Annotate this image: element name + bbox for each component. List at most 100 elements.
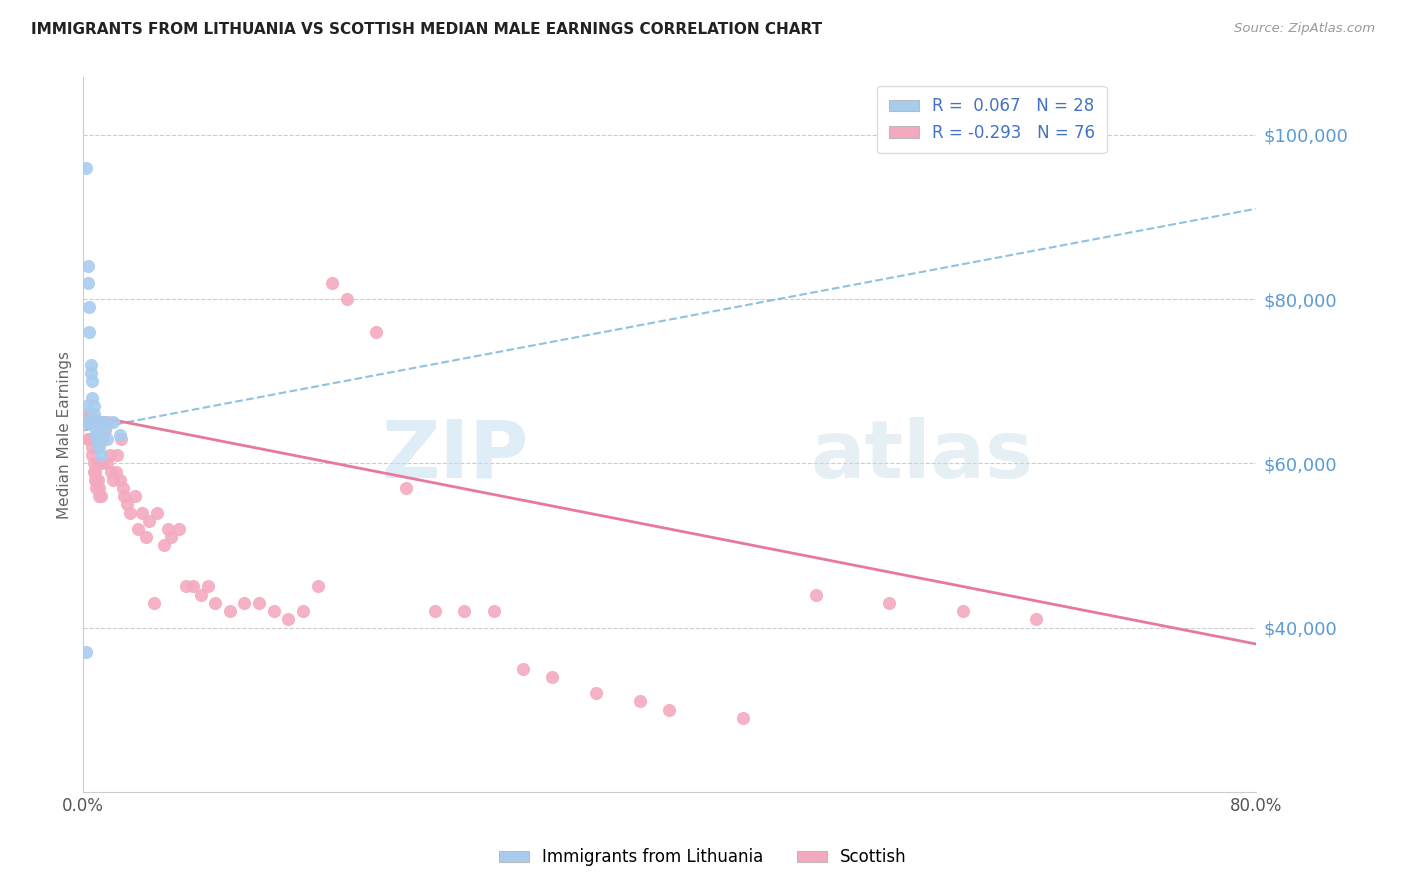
- Point: [90, 448, 112, 462]
- Point: [124, 489, 146, 503]
- Point: [91, 432, 114, 446]
- Point: [1025, 612, 1047, 626]
- Point: [93, 424, 115, 438]
- Point: [87, 435, 110, 450]
- Point: [104, 465, 127, 479]
- Point: [111, 481, 134, 495]
- Point: [658, 703, 681, 717]
- Point: [233, 596, 256, 610]
- Point: [127, 522, 149, 536]
- Point: [76, 415, 98, 429]
- Point: [83, 399, 105, 413]
- Point: [804, 588, 827, 602]
- Point: [292, 604, 315, 618]
- Point: [101, 473, 124, 487]
- Point: [190, 588, 212, 602]
- Point: [75, 645, 97, 659]
- Point: [94, 424, 117, 438]
- Point: [160, 530, 183, 544]
- Point: [76, 276, 98, 290]
- Point: [79, 415, 101, 429]
- Point: [108, 473, 131, 487]
- Point: [89, 481, 111, 495]
- Point: [90, 489, 112, 503]
- Legend: Immigrants from Lithuania, Scottish: Immigrants from Lithuania, Scottish: [492, 842, 914, 873]
- Point: [93, 415, 115, 429]
- Point: [174, 579, 197, 593]
- Point: [76, 432, 98, 446]
- Text: ZIP: ZIP: [381, 417, 529, 495]
- Point: [79, 358, 101, 372]
- Point: [628, 694, 651, 708]
- Text: atlas: atlas: [810, 417, 1033, 495]
- Point: [101, 415, 124, 429]
- Point: [423, 604, 446, 618]
- Point: [336, 292, 359, 306]
- Point: [482, 604, 505, 618]
- Point: [96, 432, 118, 446]
- Point: [75, 399, 97, 413]
- Point: [181, 579, 204, 593]
- Point: [307, 579, 329, 593]
- Point: [86, 427, 108, 442]
- Point: [83, 407, 105, 421]
- Point: [395, 481, 418, 495]
- Point: [952, 604, 974, 618]
- Point: [112, 489, 135, 503]
- Point: [91, 456, 114, 470]
- Point: [91, 415, 114, 429]
- Point: [75, 415, 97, 429]
- Point: [110, 432, 132, 446]
- Point: [108, 427, 131, 442]
- Point: [87, 473, 110, 487]
- Point: [157, 522, 180, 536]
- Point: [86, 473, 108, 487]
- Y-axis label: Median Male Earnings: Median Male Earnings: [58, 351, 72, 518]
- Point: [204, 596, 226, 610]
- Point: [97, 415, 120, 429]
- Point: [145, 506, 167, 520]
- Point: [89, 489, 111, 503]
- Text: Source: ZipAtlas.com: Source: ZipAtlas.com: [1234, 22, 1375, 36]
- Point: [94, 415, 117, 429]
- Point: [100, 465, 122, 479]
- Point: [76, 260, 98, 274]
- Point: [77, 325, 100, 339]
- Point: [366, 325, 388, 339]
- Point: [877, 596, 900, 610]
- Point: [87, 456, 110, 470]
- Point: [77, 432, 100, 446]
- Point: [263, 604, 285, 618]
- Point: [77, 301, 100, 315]
- Point: [86, 424, 108, 438]
- Text: IMMIGRANTS FROM LITHUANIA VS SCOTTISH MEDIAN MALE EARNINGS CORRELATION CHART: IMMIGRANTS FROM LITHUANIA VS SCOTTISH ME…: [31, 22, 823, 37]
- Point: [86, 481, 108, 495]
- Point: [77, 415, 100, 429]
- Point: [80, 391, 103, 405]
- Point: [218, 604, 240, 618]
- Point: [105, 448, 128, 462]
- Point: [77, 407, 100, 421]
- Point: [96, 456, 118, 470]
- Point: [80, 440, 103, 454]
- Point: [80, 374, 103, 388]
- Point: [138, 514, 160, 528]
- Point: [120, 506, 142, 520]
- Point: [153, 538, 176, 552]
- Point: [321, 276, 343, 290]
- Point: [117, 497, 139, 511]
- Point: [84, 473, 107, 487]
- Point: [89, 440, 111, 454]
- Legend: R =  0.067   N = 28, R = -0.293   N = 76: R = 0.067 N = 28, R = -0.293 N = 76: [877, 86, 1107, 153]
- Point: [585, 686, 607, 700]
- Point: [75, 161, 97, 175]
- Point: [453, 604, 475, 618]
- Point: [167, 522, 190, 536]
- Point: [135, 530, 157, 544]
- Point: [277, 612, 299, 626]
- Point: [512, 661, 534, 675]
- Point: [247, 596, 270, 610]
- Point: [142, 596, 165, 610]
- Point: [84, 465, 107, 479]
- Point: [87, 432, 110, 446]
